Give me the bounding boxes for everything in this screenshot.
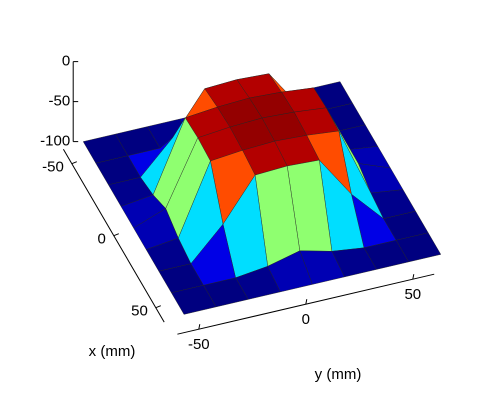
x-tick-label: 0 — [97, 231, 105, 248]
z-tick-label: 0 — [62, 53, 70, 70]
y-tick-label: -50 — [188, 336, 210, 353]
y-tick — [198, 324, 201, 330]
y-tick — [305, 299, 308, 305]
y-tick — [412, 274, 415, 280]
z-tick-label: -50 — [49, 93, 71, 110]
y-axis-label: y (mm) — [315, 366, 362, 383]
x-tick — [155, 305, 161, 309]
x-tick-label: -50 — [42, 159, 64, 176]
x-tick — [113, 233, 119, 237]
z-tick-label: -100 — [40, 133, 70, 150]
y-tick-label: 0 — [302, 311, 310, 328]
x-axis-line — [62, 149, 165, 323]
x-tick — [71, 161, 77, 165]
x-axis-label: x (mm) — [89, 343, 136, 360]
surface-patch — [171, 285, 217, 315]
y-tick-label: 50 — [404, 286, 421, 303]
x-tick-label: 50 — [131, 303, 148, 320]
